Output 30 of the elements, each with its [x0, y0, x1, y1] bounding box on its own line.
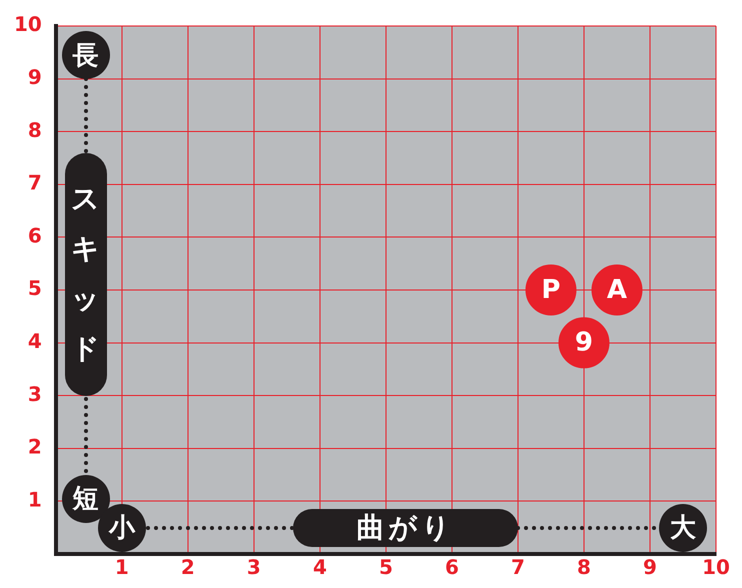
y-tick-label: 6	[28, 223, 42, 248]
annotation: 大	[658, 504, 707, 552]
y-tick-label: 5	[28, 276, 42, 300]
label-pill: スキッド	[64, 152, 107, 396]
label-pill: 曲がり	[293, 508, 518, 547]
x-tick-label: 7	[510, 555, 525, 580]
y-tick-label: 9	[28, 65, 42, 90]
annotation: 短	[62, 474, 110, 523]
y-tick-label: 7	[28, 170, 42, 195]
x-tick-label: 3	[246, 555, 261, 580]
series-label: 9	[574, 328, 594, 358]
y-tick-label: 8	[28, 118, 42, 142]
series-label: P	[541, 274, 560, 305]
y-axis-title: スキッド	[70, 181, 101, 368]
x-tick-label: 8	[577, 555, 591, 580]
annotation: 長	[62, 31, 110, 80]
y-tick-label: 2	[28, 434, 42, 459]
y-tick-label: 1	[28, 487, 42, 512]
x-tick-label: 9	[643, 555, 657, 580]
annotation: 小	[98, 504, 146, 552]
series-label: A	[606, 274, 628, 305]
x-tick-label: 5	[378, 555, 393, 580]
x-tick-label: 2	[180, 555, 195, 580]
y-tick-label: 10	[14, 12, 42, 36]
x-tick-label: 1	[114, 555, 129, 580]
x-tick-label: 6	[444, 555, 459, 580]
x-tick-label: 4	[312, 555, 327, 580]
y-tick-label: 3	[28, 382, 42, 406]
y-tick-label: 4	[28, 329, 42, 354]
x-tick-label: 10	[702, 555, 730, 580]
